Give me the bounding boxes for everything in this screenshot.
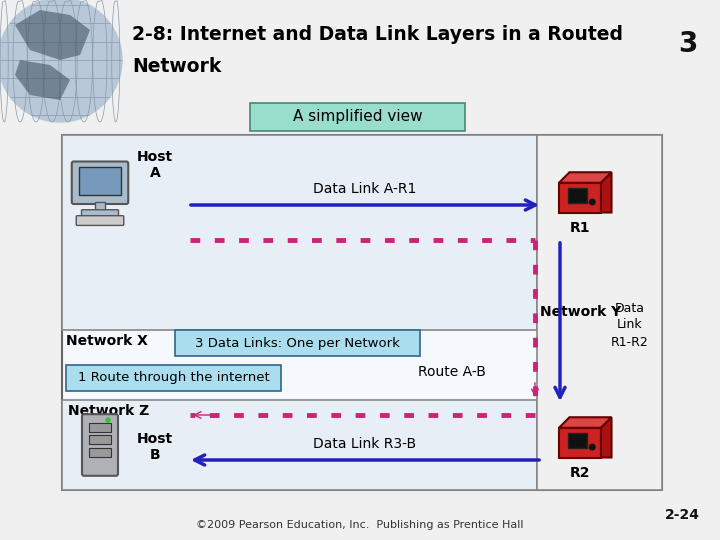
FancyBboxPatch shape <box>559 183 601 213</box>
FancyBboxPatch shape <box>95 202 105 211</box>
FancyBboxPatch shape <box>66 365 281 391</box>
FancyBboxPatch shape <box>76 215 124 225</box>
Text: 1 Route through the internet: 1 Route through the internet <box>78 372 269 384</box>
FancyBboxPatch shape <box>175 330 420 356</box>
Text: Network: Network <box>132 57 221 76</box>
Text: A simplified view: A simplified view <box>293 110 423 125</box>
Text: Network X: Network X <box>66 334 148 348</box>
Text: Network Z: Network Z <box>68 404 149 418</box>
FancyBboxPatch shape <box>62 135 537 330</box>
Polygon shape <box>15 10 90 60</box>
Text: R2: R2 <box>570 466 590 480</box>
FancyBboxPatch shape <box>62 135 662 490</box>
Text: Data
Link
R1-R2: Data Link R1-R2 <box>611 301 649 348</box>
FancyBboxPatch shape <box>89 448 111 457</box>
Circle shape <box>106 418 110 422</box>
Polygon shape <box>15 60 70 100</box>
Text: Host
B: Host B <box>137 432 173 462</box>
Text: R1: R1 <box>570 221 590 235</box>
FancyBboxPatch shape <box>568 433 587 448</box>
Text: 2-24: 2-24 <box>665 508 700 522</box>
Circle shape <box>590 444 595 450</box>
Polygon shape <box>601 417 611 457</box>
Text: 3 Data Links: One per Network: 3 Data Links: One per Network <box>195 336 400 349</box>
Polygon shape <box>559 417 611 428</box>
Text: Network Y: Network Y <box>540 305 621 319</box>
Polygon shape <box>559 172 611 183</box>
FancyBboxPatch shape <box>250 103 465 131</box>
Text: Route A-B: Route A-B <box>418 365 486 379</box>
FancyBboxPatch shape <box>89 423 111 431</box>
Circle shape <box>590 199 595 205</box>
Text: 2-8: Internet and Data Link Layers in a Routed: 2-8: Internet and Data Link Layers in a … <box>132 25 623 44</box>
FancyBboxPatch shape <box>81 210 119 217</box>
Text: Host
A: Host A <box>137 150 173 180</box>
Text: ©2009 Pearson Education, Inc.  Publishing as Prentice Hall: ©2009 Pearson Education, Inc. Publishing… <box>197 520 523 530</box>
FancyBboxPatch shape <box>89 435 111 444</box>
FancyBboxPatch shape <box>537 135 662 490</box>
Text: Data Link A-R1: Data Link A-R1 <box>313 182 417 196</box>
FancyBboxPatch shape <box>559 428 601 457</box>
FancyBboxPatch shape <box>72 161 128 204</box>
FancyBboxPatch shape <box>62 400 537 490</box>
Polygon shape <box>601 172 611 213</box>
FancyBboxPatch shape <box>568 188 587 202</box>
Text: 3: 3 <box>678 30 698 58</box>
FancyBboxPatch shape <box>79 167 121 195</box>
Circle shape <box>0 0 122 122</box>
FancyBboxPatch shape <box>82 414 118 476</box>
Text: Data Link R3-B: Data Link R3-B <box>313 437 417 451</box>
